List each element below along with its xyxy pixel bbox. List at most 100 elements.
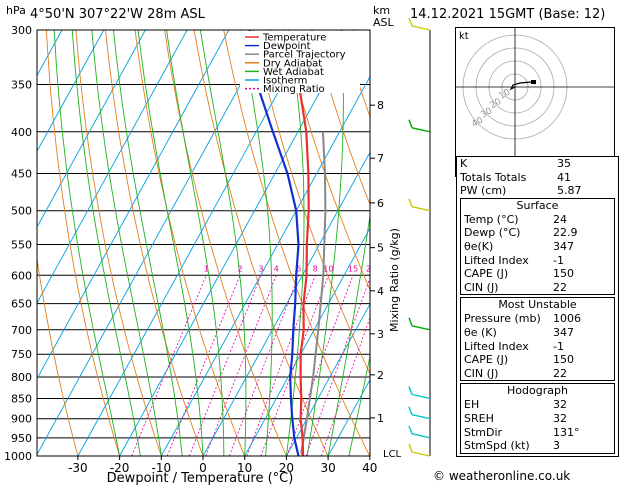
mixing-ratio-label: 4	[274, 264, 279, 273]
index-label: K	[460, 157, 468, 170]
wet-adiabat	[348, 354, 370, 456]
dewpoint-profile	[248, 30, 300, 456]
index-value: 41	[557, 170, 571, 184]
mixing-ratio-line	[286, 275, 354, 456]
index-value: 35	[557, 157, 571, 170]
legend-entry: Isotherm	[263, 76, 307, 87]
mixing-ratio-line	[166, 275, 241, 456]
surface-value: 24	[553, 212, 567, 226]
mixing-ratio-label: 1	[204, 264, 209, 273]
wet-adiabat	[53, 30, 121, 456]
wind-barb	[408, 386, 431, 400]
surface-row: CIN (J) 22	[461, 281, 614, 295]
lcl-label: LCL	[383, 449, 402, 460]
hodograph-trace	[509, 81, 532, 91]
most-unstable-row: CAPE (J) 150	[461, 353, 614, 367]
surface-value: 150	[553, 267, 574, 281]
km-unit-label: km	[373, 4, 390, 17]
hodograph-stat-value: 3	[553, 439, 560, 453]
x-tick-label: 10	[237, 461, 252, 475]
mixing-ratio-label: 3	[258, 264, 263, 273]
mixing-ratio-line	[305, 276, 370, 456]
dry-adiabat	[75, 30, 162, 456]
surface-value: -1	[553, 253, 564, 267]
hodograph-stat-row: StmSpd (kt) 3	[461, 439, 614, 453]
wet-adiabat	[113, 30, 183, 456]
isotherm	[286, 303, 370, 456]
mixing-ratio-line	[320, 316, 370, 456]
wet-adiabat	[327, 212, 370, 456]
hodograph-stat-value: 32	[553, 411, 567, 425]
asl-unit-label: ASL	[373, 16, 395, 29]
x-tick-label: 20	[279, 461, 294, 475]
surface-label: CAPE (J)	[464, 267, 509, 281]
surface-value: 22	[553, 280, 567, 294]
wind-barb	[408, 198, 431, 212]
surface-value: 22.9	[553, 226, 578, 240]
index-row: K 35	[457, 157, 618, 171]
isotherm	[119, 30, 355, 456]
mixing-ratio-label: 20	[366, 264, 376, 273]
location-header: 4°50'N 307°22'W 28m ASL	[30, 7, 205, 22]
index-label: PW (cm)	[460, 184, 507, 198]
index-row: Totals Totals 41	[457, 171, 618, 185]
wet-adiabat	[199, 30, 247, 456]
hodograph-stat-label: SREH	[464, 411, 494, 425]
mixing-ratio-axis-label: Mixing Ratio (g/kg)	[388, 228, 401, 332]
km-tick-label: 1	[377, 412, 384, 425]
dry-adiabat	[252, 30, 370, 375]
legend-entry: Dry Adiabat	[263, 58, 322, 69]
surface-row: Temp (°C) 24	[461, 213, 614, 227]
isotherm	[202, 151, 370, 456]
mixing-ratio-label: 10	[323, 264, 333, 273]
isotherm	[37, 30, 146, 229]
surface-value: 347	[553, 239, 574, 253]
most-unstable-value: 1006	[553, 312, 581, 326]
wind-barb	[408, 17, 431, 31]
wind-barb	[408, 406, 431, 420]
hodograph-stat-row: StmDir 131°	[461, 426, 614, 440]
km-tick-label: 6	[377, 197, 384, 210]
surface-title: Surface	[516, 198, 559, 212]
temperature-profile	[297, 84, 310, 456]
surface-label: Lifted Index	[464, 253, 529, 267]
most-unstable-value: 22	[553, 366, 567, 380]
legend-entry: Wet Adiabat	[263, 67, 324, 78]
isotherm	[244, 227, 370, 456]
km-tick-label: 5	[377, 242, 384, 255]
pressure-tick-label: 800	[11, 371, 32, 384]
wet-adiabat	[137, 30, 204, 456]
isotherm	[37, 30, 230, 380]
most-unstable-row: θe (K) 347	[461, 326, 614, 340]
km-tick-label: 2	[377, 369, 384, 382]
wind-barb	[408, 119, 431, 133]
isotherm	[160, 75, 370, 456]
pressure-unit-label: hPa	[6, 4, 26, 17]
km-tick-label: 4	[377, 285, 384, 298]
x-tick-label: -30	[68, 461, 88, 475]
km-tick-label: 3	[377, 328, 384, 341]
mixing-ratio-line	[131, 275, 207, 456]
mixing-ratio-line	[228, 275, 300, 456]
mixing-ratio-label: 2	[237, 264, 242, 273]
most-unstable-label: Lifted Index	[464, 339, 529, 353]
surface-label: Dewp (°C)	[464, 226, 521, 240]
x-tick-label: 0	[199, 461, 207, 475]
wind-barb	[408, 317, 431, 331]
hodograph-storm-motion	[531, 80, 536, 84]
mixing-ratio-label: 15	[348, 264, 358, 273]
surface-section: Surface Temp (°C) 24 Dewp (°C) 22.9 θe(K) 347…	[460, 197, 615, 296]
pressure-tick-label: 850	[11, 392, 32, 405]
hodograph-title: Hodograph	[507, 384, 568, 398]
mixing-ratio-line	[205, 275, 277, 456]
most-unstable-value: -1	[553, 339, 564, 353]
most-unstable-label: CAPE (J)	[464, 353, 509, 367]
wet-adiabat	[240, 30, 273, 456]
pressure-tick-label: 700	[11, 324, 32, 337]
pressure-tick-label: 300	[11, 24, 32, 37]
x-axis-label: Dewpoint / Temperature (°C)	[107, 471, 294, 486]
most-unstable-section: Most Unstable Pressure (mb) 1006 θe (K) 347…	[460, 297, 615, 382]
legend-entry: Mixing Ratio	[263, 84, 325, 95]
